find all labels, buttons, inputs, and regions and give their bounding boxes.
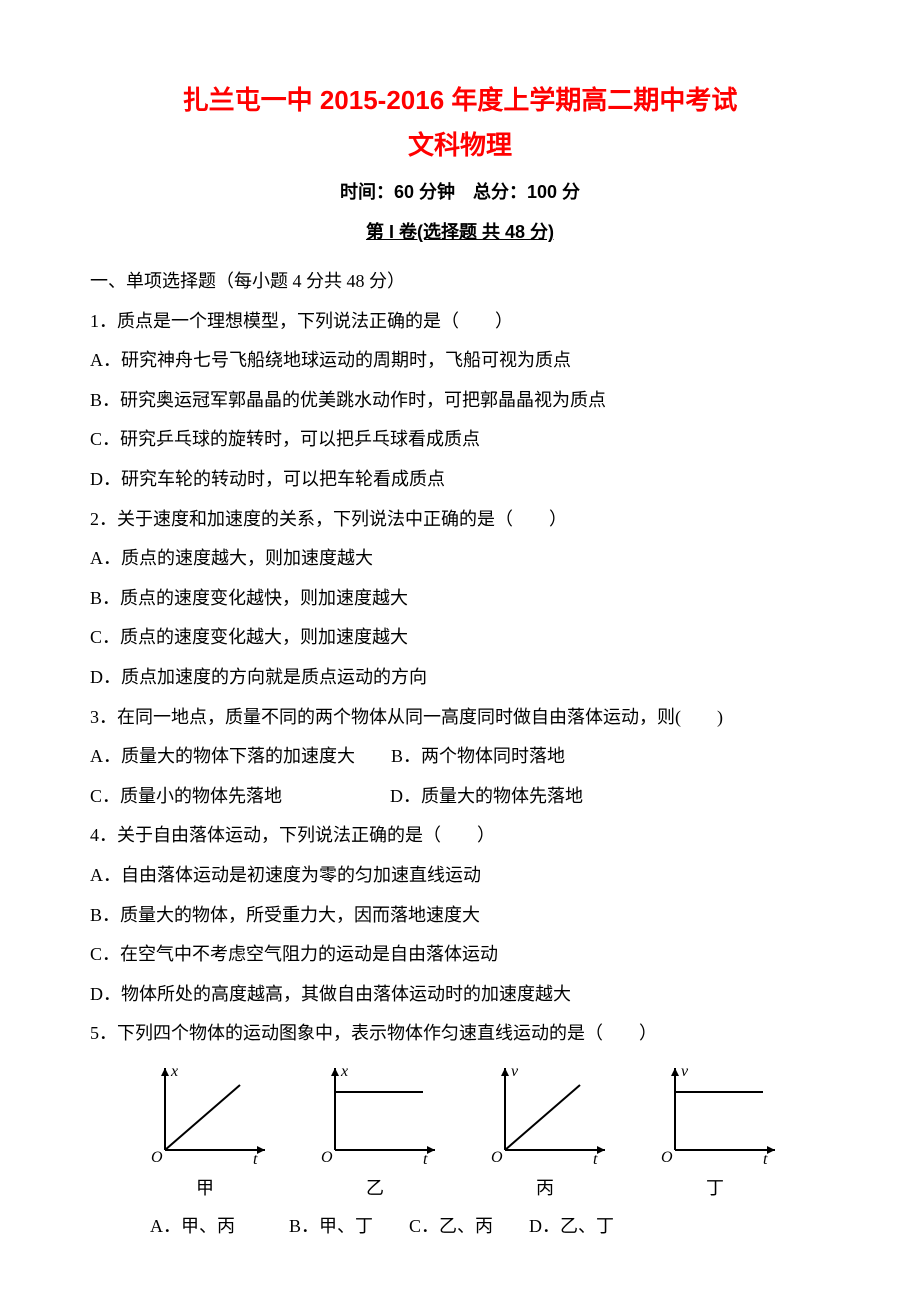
exam-title-line1: 扎兰屯一中 2015-2016 年度上学期高二期中考试	[90, 80, 830, 117]
q4-stem: 4．关于自由落体运动，下列说法正确的是（ ）	[90, 816, 830, 856]
xaxis-label: t	[593, 1151, 598, 1168]
q3-optC: C．质量小的物体先落地	[90, 786, 282, 806]
q5-stem: 5．下列四个物体的运动图象中，表示物体作匀速直线运动的是（ ）	[90, 1014, 830, 1054]
graph-yi: x O t 乙	[305, 1060, 445, 1200]
xaxis-label: t	[253, 1151, 258, 1168]
origin-label: O	[151, 1149, 163, 1166]
q4-optD: D．物体所处的高度越高，其做自由落体运动时的加速度越大	[90, 975, 830, 1015]
q1-stem: 1．质点是一个理想模型，下列说法正确的是（ ）	[90, 302, 830, 342]
q2-stem: 2．关于速度和加速度的关系，下列说法中正确的是（ ）	[90, 500, 830, 540]
q1-optD: D．研究车轮的转动时，可以把车轮看成质点	[90, 460, 830, 500]
graph-jia-svg: x O t	[135, 1060, 275, 1170]
graph-ding-svg: v O t	[645, 1060, 785, 1170]
graph-bing: v O t 丙	[475, 1060, 615, 1200]
graph-jia-label: 甲	[196, 1174, 214, 1200]
graph-bing-label: 丙	[536, 1174, 554, 1200]
q3-optD: D．质量大的物体先落地	[390, 786, 583, 806]
xaxis-label: t	[423, 1151, 428, 1168]
yaxis-label: v	[681, 1063, 689, 1080]
q5-graphs: x O t 甲 x O t 乙 v O t 丙	[90, 1060, 830, 1200]
q5-options: A．甲、丙 B．甲、丁 C．乙、丙 D．乙、丁	[90, 1208, 830, 1244]
q2-optD: D．质点加速度的方向就是质点运动的方向	[90, 658, 830, 698]
graph-bing-svg: v O t	[475, 1060, 615, 1170]
yaxis-label: v	[511, 1063, 519, 1080]
q1-optC: C．研究乒乓球的旋转时，可以把乒乓球看成质点	[90, 420, 830, 460]
yaxis-label: x	[170, 1063, 178, 1080]
exam-title-line2: 文科物理	[90, 125, 830, 162]
q3-optB: B．两个物体同时落地	[391, 746, 565, 766]
q4-optC: C．在空气中不考虑空气阻力的运动是自由落体运动	[90, 935, 830, 975]
graph-yi-svg: x O t	[305, 1060, 445, 1170]
origin-label: O	[491, 1149, 503, 1166]
q1-optB: B．研究奥运冠军郭晶晶的优美跳水动作时，可把郭晶晶视为质点	[90, 381, 830, 421]
origin-label: O	[661, 1149, 673, 1166]
exam-meta: 时间：60 分钟 总分：100 分	[90, 178, 830, 204]
graph-yi-label: 乙	[366, 1174, 384, 1200]
q1-optA: A．研究神舟七号飞船绕地球运动的周期时，飞船可视为质点	[90, 341, 830, 381]
xaxis-label: t	[763, 1151, 768, 1168]
origin-label: O	[321, 1149, 333, 1166]
graph-ding: v O t 丁	[645, 1060, 785, 1200]
section-intro: 一、单项选择题（每小题 4 分共 48 分）	[90, 262, 830, 302]
q4-optB: B．质量大的物体，所受重力大，因而落地速度大	[90, 896, 830, 936]
graph-ding-label: 丁	[706, 1174, 724, 1200]
yaxis-label: x	[340, 1063, 348, 1080]
q3-row2: C．质量小的物体先落地 D．质量大的物体先落地	[90, 777, 830, 817]
q3-optA: A．质量大的物体下落的加速度大	[90, 746, 355, 766]
q2-optC: C．质点的速度变化越大，则加速度越大	[90, 618, 830, 658]
q3-row1: A．质量大的物体下落的加速度大 B．两个物体同时落地	[90, 737, 830, 777]
q2-optB: B．质点的速度变化越快，则加速度越大	[90, 579, 830, 619]
q4-optA: A．自由落体运动是初速度为零的匀加速直线运动	[90, 856, 830, 896]
graph-jia: x O t 甲	[135, 1060, 275, 1200]
section-header: 第 I 卷(选择题 共 48 分)	[90, 218, 830, 244]
q3-stem: 3．在同一地点，质量不同的两个物体从同一高度同时做自由落体运动，则( )	[90, 698, 830, 738]
q2-optA: A．质点的速度越大，则加速度越大	[90, 539, 830, 579]
